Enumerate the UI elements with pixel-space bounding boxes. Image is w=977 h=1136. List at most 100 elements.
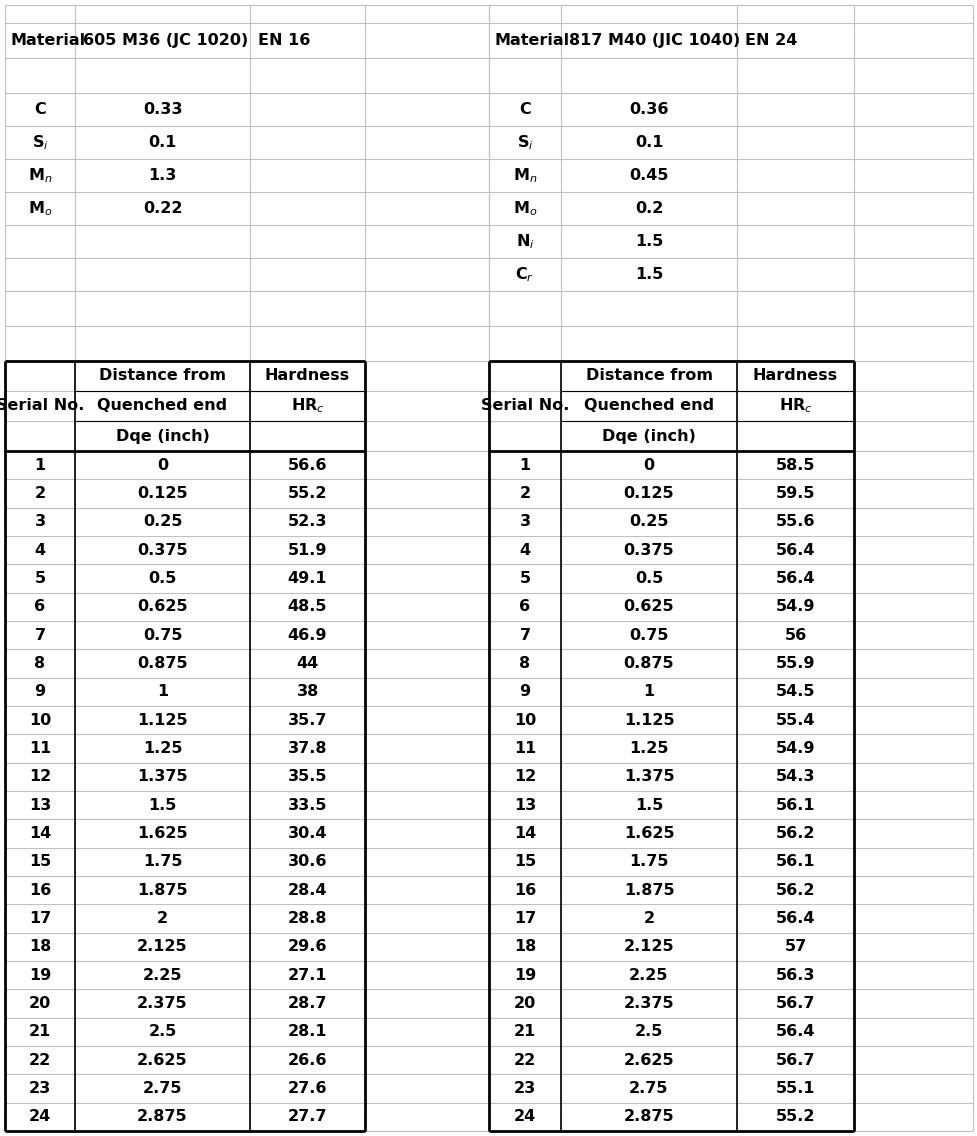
Text: 37.8: 37.8 [287,741,327,755]
Text: 55.9: 55.9 [775,655,815,671]
Text: Distance from: Distance from [99,368,226,384]
Text: 0: 0 [643,458,654,473]
Text: 2.25: 2.25 [628,968,668,983]
Text: C$_r$: C$_r$ [515,265,534,284]
Text: 10: 10 [29,712,51,728]
Text: M$_n$: M$_n$ [27,166,52,185]
Text: 1: 1 [519,458,530,473]
Text: 56.6: 56.6 [287,458,327,473]
Text: Material: Material [10,33,85,48]
Text: 1.875: 1.875 [137,883,188,897]
Text: 1.75: 1.75 [143,854,182,869]
Text: Serial No.: Serial No. [481,399,569,414]
Text: 18: 18 [29,939,51,954]
Text: 57: 57 [784,939,806,954]
Text: C: C [34,102,46,117]
Text: 1.5: 1.5 [634,797,662,812]
Text: 2.5: 2.5 [634,1025,662,1039]
Text: 0.875: 0.875 [137,655,188,671]
Text: 54.5: 54.5 [775,684,815,700]
Text: 5: 5 [34,571,46,586]
Text: 54.9: 54.9 [775,741,815,755]
Text: 23: 23 [513,1081,535,1096]
Text: 2: 2 [519,486,530,501]
Text: 19: 19 [513,968,535,983]
Text: 2.375: 2.375 [137,996,188,1011]
Text: Quenched end: Quenched end [583,399,713,414]
Text: 3: 3 [34,515,46,529]
Text: 8: 8 [34,655,46,671]
Text: 14: 14 [29,826,51,841]
Text: Hardness: Hardness [752,368,837,384]
Text: C: C [519,102,531,117]
Text: 1.3: 1.3 [149,168,177,183]
Text: 56.4: 56.4 [775,543,815,558]
Text: 0.375: 0.375 [623,543,673,558]
Text: 24: 24 [29,1110,51,1125]
Text: 56.7: 56.7 [775,996,815,1011]
Text: 10: 10 [513,712,535,728]
Text: 0: 0 [156,458,168,473]
Text: 16: 16 [513,883,535,897]
Text: 19: 19 [29,968,51,983]
Text: 1.375: 1.375 [623,769,673,784]
Text: 0.2: 0.2 [634,201,662,216]
Text: 2.625: 2.625 [623,1053,673,1068]
Text: M$_n$: M$_n$ [512,166,536,185]
Text: 22: 22 [29,1053,51,1068]
Text: 30.6: 30.6 [287,854,327,869]
Text: 1.125: 1.125 [623,712,673,728]
Text: 18: 18 [513,939,535,954]
Text: 2.5: 2.5 [149,1025,177,1039]
Text: 27.1: 27.1 [287,968,327,983]
Text: Distance from: Distance from [585,368,712,384]
Text: 1.5: 1.5 [149,797,177,812]
Text: 1.875: 1.875 [623,883,673,897]
Text: 0.375: 0.375 [137,543,188,558]
Text: 0.45: 0.45 [628,168,668,183]
Text: 0.75: 0.75 [143,628,182,643]
Text: 0.875: 0.875 [623,655,673,671]
Text: 2: 2 [156,911,168,926]
Text: 7: 7 [519,628,530,643]
Text: 54.3: 54.3 [775,769,815,784]
Text: 0.36: 0.36 [628,102,668,117]
Text: 56.2: 56.2 [775,826,815,841]
Text: 28.4: 28.4 [287,883,327,897]
Text: 27.6: 27.6 [287,1081,327,1096]
Text: 21: 21 [513,1025,535,1039]
Text: 9: 9 [519,684,530,700]
Text: 49.1: 49.1 [287,571,327,586]
Text: 0.33: 0.33 [143,102,182,117]
Text: 1.75: 1.75 [628,854,668,869]
Text: 56.4: 56.4 [775,911,815,926]
Text: EN 24: EN 24 [744,33,796,48]
Text: 12: 12 [29,769,51,784]
Text: 28.8: 28.8 [287,911,327,926]
Text: 16: 16 [29,883,51,897]
Text: 0.5: 0.5 [634,571,662,586]
Text: 46.9: 46.9 [287,628,327,643]
Text: 2.625: 2.625 [137,1053,188,1068]
Text: 1.5: 1.5 [634,234,662,249]
Text: 56.7: 56.7 [775,1053,815,1068]
Text: 26.6: 26.6 [287,1053,327,1068]
Text: Dqe (inch): Dqe (inch) [602,428,696,443]
Text: 0.125: 0.125 [623,486,673,501]
Text: 35.5: 35.5 [287,769,327,784]
Text: 55.1: 55.1 [775,1081,815,1096]
Text: 28.7: 28.7 [287,996,327,1011]
Text: 56: 56 [784,628,806,643]
Text: 1.5: 1.5 [634,267,662,282]
Text: 17: 17 [29,911,51,926]
Text: 55.2: 55.2 [287,486,327,501]
Text: 13: 13 [29,797,51,812]
Text: 4: 4 [34,543,46,558]
Text: 6: 6 [34,600,46,615]
Text: N$_i$: N$_i$ [515,232,533,251]
Text: 2.875: 2.875 [623,1110,673,1125]
Text: S$_i$: S$_i$ [516,133,532,152]
Text: 5: 5 [519,571,530,586]
Text: 0.1: 0.1 [634,135,662,150]
Text: 1: 1 [643,684,654,700]
